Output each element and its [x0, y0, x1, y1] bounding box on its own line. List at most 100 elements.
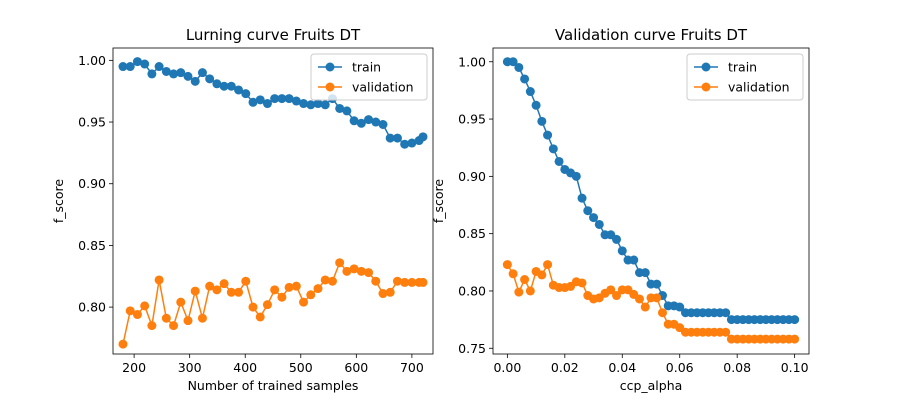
data-point-train [537, 116, 547, 126]
data-point-validation [635, 294, 645, 304]
data-point-validation [418, 277, 428, 287]
data-point-validation [277, 292, 287, 302]
data-point-validation [790, 334, 800, 344]
data-point-validation [327, 276, 337, 286]
data-point-train [400, 139, 410, 149]
data-point-validation [385, 287, 395, 297]
axes-frame [112, 47, 434, 355]
data-point-train [349, 116, 359, 126]
data-point-train [594, 219, 604, 229]
data-point-validation [270, 285, 280, 295]
data-point-train [675, 302, 685, 312]
axes-frame [492, 47, 810, 355]
data-point-train [270, 94, 280, 104]
data-point-validation [378, 289, 388, 299]
x-tick-label: 400 [233, 360, 257, 375]
data-point-train [392, 133, 402, 143]
data-point-validation [226, 287, 236, 297]
data-point-train [629, 255, 639, 265]
legend-marker-validation [701, 82, 711, 92]
legend-box [310, 53, 428, 101]
data-point-validation [543, 260, 553, 270]
data-point-validation [652, 293, 662, 303]
legend-label-validation: validation [728, 80, 790, 95]
data-point-validation [262, 300, 272, 310]
data-point-train [525, 87, 535, 97]
data-point-validation [606, 285, 616, 295]
y-tick-label: 0.90 [78, 176, 106, 191]
data-point-validation [197, 313, 207, 323]
data-point-train [118, 62, 128, 72]
data-point-validation [190, 286, 200, 296]
y-axis-label: f_score [431, 179, 446, 224]
legend-marker-validation [325, 82, 335, 92]
data-point-train [543, 130, 553, 140]
data-point-validation [520, 275, 530, 285]
data-point-train [356, 118, 366, 128]
data-point-train [277, 94, 287, 104]
data-point-validation [212, 285, 222, 295]
data-point-train [140, 59, 150, 69]
data-point-validation [169, 321, 179, 331]
data-point-train [197, 68, 207, 78]
data-point-validation [205, 281, 215, 291]
data-point-train [241, 89, 251, 99]
data-point-validation [392, 276, 402, 286]
data-point-train [248, 97, 258, 107]
data-point-train [205, 74, 215, 84]
data-point-train [583, 206, 593, 216]
data-point-train [190, 76, 200, 86]
data-point-validation [125, 306, 135, 316]
data-point-validation [514, 287, 524, 297]
y-tick-label: 0.75 [458, 341, 486, 356]
y-axis-label: f_score [51, 179, 66, 224]
data-point-validation [176, 297, 186, 307]
data-point-train [652, 279, 662, 289]
data-point-train [219, 81, 229, 91]
data-point-validation [577, 278, 587, 288]
data-point-validation [371, 276, 381, 286]
legend-label-train: train [728, 60, 757, 75]
data-point-train [721, 308, 731, 318]
data-point-train [385, 133, 395, 143]
data-point-validation [219, 279, 229, 289]
data-point-train [790, 315, 800, 325]
x-tick-label: 0.06 [666, 360, 694, 375]
data-point-train [514, 62, 524, 72]
y-tick-label: 0.80 [458, 283, 486, 298]
y-tick-label: 0.95 [78, 115, 106, 130]
data-point-train [234, 85, 244, 95]
y-tick-label: 0.85 [78, 238, 106, 253]
x-axis-label: Number of trained samples [188, 378, 359, 393]
data-point-train [612, 234, 622, 244]
data-point-train [342, 106, 352, 116]
validation-curve-chart: 0.00 0.02 0.04 0.06 0.08 0.10 0.75 0.80 0.85 0.90… [431, 26, 810, 393]
data-point-validation [640, 302, 650, 312]
y-tick-label: 1.00 [78, 53, 106, 68]
data-point-validation [342, 266, 352, 276]
y-tick-label: 0.85 [458, 226, 486, 241]
data-point-train [147, 69, 157, 79]
data-point-train [418, 132, 428, 142]
data-point-validation [241, 276, 251, 286]
data-point-train [183, 71, 193, 81]
data-point-train [306, 100, 316, 110]
legend-marker-train [701, 62, 711, 72]
x-tick-label: 300 [178, 360, 202, 375]
data-point-train [154, 62, 164, 72]
x-tick-label: 0.04 [608, 360, 636, 375]
data-point-validation [525, 286, 535, 296]
data-point-train [255, 95, 265, 105]
data-point-validation [291, 281, 301, 291]
data-point-validation [248, 302, 258, 312]
data-point-validation [284, 282, 294, 292]
y-tick-label: 0.95 [458, 112, 486, 127]
data-point-train [176, 68, 186, 78]
data-point-validation [356, 266, 366, 276]
legend-label-train: train [352, 60, 381, 75]
data-point-validation [508, 269, 518, 279]
y-tick-label: 0.90 [458, 169, 486, 184]
data-point-train [371, 117, 381, 127]
data-point-validation [313, 284, 323, 294]
